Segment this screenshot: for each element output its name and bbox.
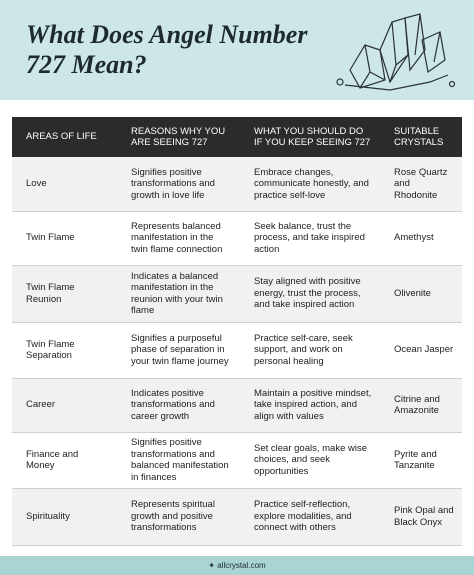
table-cell: Spirituality xyxy=(12,488,117,546)
header-row: AREAS OF LIFE REASONS WHY YOU ARE SEEING … xyxy=(12,117,462,157)
table-cell: Ocean Jasper xyxy=(380,322,462,379)
table-cell: Signifies positive transformations and b… xyxy=(117,432,240,489)
table-cell: Pink Opal and Black Onyx xyxy=(380,488,462,546)
table-cell: Practice self-care, seek support, and wo… xyxy=(240,322,380,379)
table-cell: Career xyxy=(12,378,117,433)
table-cell: Indicates a balanced manifestation in th… xyxy=(117,265,240,323)
table-row: Spirituality Represents spiritual growth … xyxy=(12,488,462,546)
title: What Does Angel Number 727 Mean? xyxy=(26,20,308,79)
table-cell: Represents spiritual growth and positive… xyxy=(117,488,240,546)
crystal-illustration xyxy=(336,13,456,91)
table-cell: Represents balanced manifestation in the… xyxy=(117,211,240,266)
table-cell: Practice self-reflection, explore modali… xyxy=(240,488,380,546)
table-cell: Signifies a purposeful phase of separati… xyxy=(117,322,240,379)
footer: ✦ allcrystal.com xyxy=(0,556,474,575)
table-cell: Set clear goals, make wise choices, and … xyxy=(240,432,380,489)
table-row: Career Indicates positive transformations… xyxy=(12,378,462,433)
column-header: REASONS WHY YOU ARE SEEING 727 xyxy=(117,117,240,157)
table-cell: Rose Quartz and Rhodonite xyxy=(380,157,462,212)
table-cell: Amethyst xyxy=(380,211,462,266)
site: allcrystal.com xyxy=(217,561,266,570)
table-cell: Twin Flame Separation xyxy=(12,322,117,379)
table-cell: Embrace changes, communicate honestly, a… xyxy=(240,157,380,212)
table-row: Twin Flame Reunion Indicates a balanced m… xyxy=(12,265,462,323)
table-cell: Pyrite and Tanzanite xyxy=(380,432,462,489)
table-cell: Indicates positive transformations and c… xyxy=(117,378,240,433)
column-header: WHAT YOU SHOULD DO IF YOU KEEP SEEING 72… xyxy=(240,117,380,157)
table: AREAS OF LIFE REASONS WHY YOU ARE SEEING … xyxy=(12,117,462,546)
column-header: SUITABLE CRYSTALS xyxy=(380,117,462,157)
table-row: Twin Flame Separation Signifies a purpose… xyxy=(12,322,462,379)
table-cell: Olivenite xyxy=(380,265,462,323)
table-cell: Citrine and Amazonite xyxy=(380,378,462,433)
column-header: AREAS OF LIFE xyxy=(12,117,117,157)
table-body: Love Signifies positive transformations a… xyxy=(12,157,462,546)
table-cell: Love xyxy=(12,157,117,212)
table-cell: Seek balance, trust the process, and tak… xyxy=(240,211,380,266)
table-row: Love Signifies positive transformations a… xyxy=(12,157,462,212)
table-cell: Signifies positive transformations and g… xyxy=(117,157,240,212)
table-cell: Finance and Money xyxy=(12,432,117,489)
table-row: Twin Flame Represents balanced manifestat… xyxy=(12,211,462,266)
table-cell: Maintain a positive mindset, take inspir… xyxy=(240,378,380,433)
table-cell: Stay aligned with positive energy, trust… xyxy=(240,265,380,323)
table-row: Finance and Money Signifies positive tran… xyxy=(12,432,462,489)
header: What Does Angel Number 727 Mean? xyxy=(0,0,474,100)
table-cell: Twin Flame Reunion xyxy=(12,265,117,323)
table-cell: Twin Flame xyxy=(12,211,117,266)
